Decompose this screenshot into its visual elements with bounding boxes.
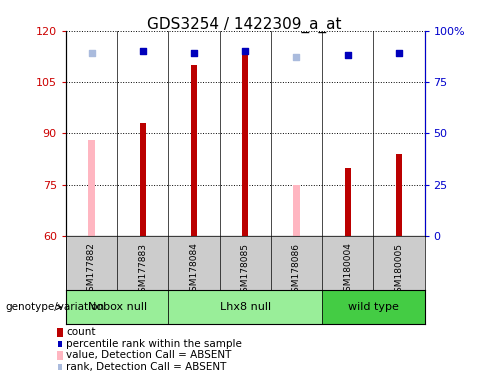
Text: GSM177882: GSM177882 bbox=[87, 243, 96, 298]
Bar bbox=[140, 123, 146, 236]
Text: GSM180004: GSM180004 bbox=[343, 243, 352, 298]
Point bbox=[139, 48, 147, 55]
Text: GDS3254 / 1422309_a_at: GDS3254 / 1422309_a_at bbox=[147, 17, 341, 33]
Bar bbox=[168, 290, 322, 324]
Text: count: count bbox=[66, 327, 95, 337]
Point bbox=[293, 55, 301, 61]
Text: rank, Detection Call = ABSENT: rank, Detection Call = ABSENT bbox=[66, 362, 226, 372]
Text: GSM178084: GSM178084 bbox=[189, 243, 199, 298]
Point bbox=[88, 50, 96, 56]
Text: wild type: wild type bbox=[348, 302, 399, 312]
Point bbox=[190, 50, 198, 56]
Bar bbox=[293, 185, 300, 236]
Bar bbox=[345, 168, 351, 236]
Bar bbox=[242, 55, 248, 236]
Point bbox=[395, 50, 403, 56]
Text: GSM178085: GSM178085 bbox=[241, 243, 250, 298]
Point bbox=[344, 52, 352, 58]
Bar bbox=[88, 140, 95, 236]
Text: GSM180005: GSM180005 bbox=[394, 243, 404, 298]
Text: genotype/variation: genotype/variation bbox=[5, 302, 104, 312]
Text: Lhx8 null: Lhx8 null bbox=[220, 302, 271, 312]
Text: percentile rank within the sample: percentile rank within the sample bbox=[66, 339, 242, 349]
Point bbox=[242, 48, 249, 55]
Text: GSM177883: GSM177883 bbox=[138, 243, 147, 298]
Bar bbox=[396, 154, 402, 236]
Bar bbox=[322, 290, 425, 324]
Text: value, Detection Call = ABSENT: value, Detection Call = ABSENT bbox=[66, 350, 231, 360]
Bar bbox=[66, 290, 168, 324]
Text: GSM178086: GSM178086 bbox=[292, 243, 301, 298]
Text: Nobox null: Nobox null bbox=[87, 302, 147, 312]
Bar bbox=[191, 65, 197, 236]
